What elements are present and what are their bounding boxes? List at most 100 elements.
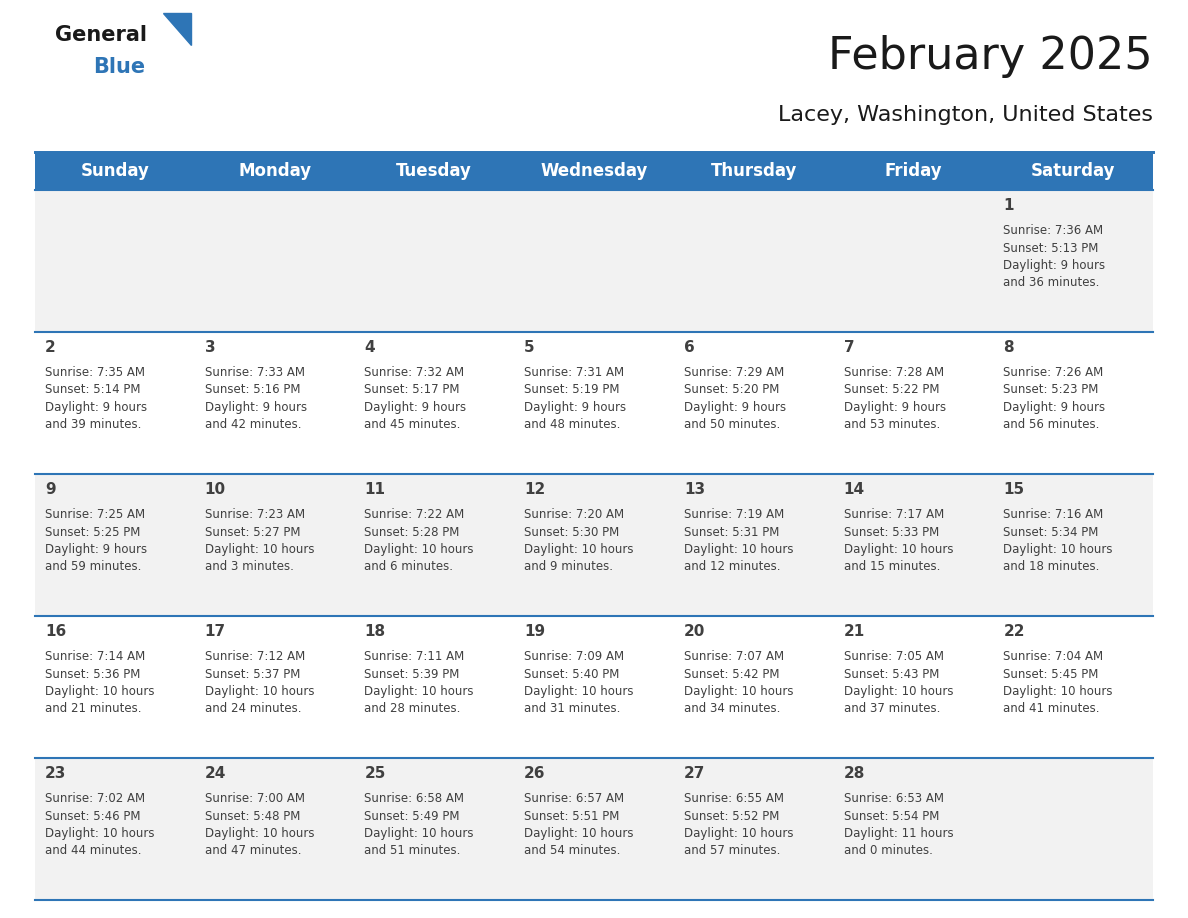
- Text: Sunrise: 7:20 AM: Sunrise: 7:20 AM: [524, 508, 624, 521]
- Text: and 3 minutes.: and 3 minutes.: [204, 561, 293, 574]
- Text: Sunrise: 7:07 AM: Sunrise: 7:07 AM: [684, 650, 784, 663]
- Text: and 44 minutes.: and 44 minutes.: [45, 845, 141, 857]
- Text: and 39 minutes.: and 39 minutes.: [45, 419, 141, 431]
- Text: Daylight: 10 hours: Daylight: 10 hours: [843, 685, 953, 698]
- Text: and 47 minutes.: and 47 minutes.: [204, 845, 302, 857]
- Text: Daylight: 10 hours: Daylight: 10 hours: [204, 827, 314, 840]
- Text: 16: 16: [45, 624, 67, 639]
- Text: 12: 12: [524, 482, 545, 497]
- Text: 17: 17: [204, 624, 226, 639]
- Polygon shape: [163, 13, 191, 45]
- Text: and 6 minutes.: and 6 minutes.: [365, 561, 454, 574]
- Text: Friday: Friday: [885, 162, 942, 180]
- Text: 21: 21: [843, 624, 865, 639]
- Text: Daylight: 10 hours: Daylight: 10 hours: [684, 827, 794, 840]
- Bar: [514, 152, 674, 190]
- Text: and 28 minutes.: and 28 minutes.: [365, 702, 461, 715]
- Text: Sunrise: 7:33 AM: Sunrise: 7:33 AM: [204, 366, 304, 379]
- Text: Daylight: 10 hours: Daylight: 10 hours: [365, 543, 474, 556]
- Text: Daylight: 9 hours: Daylight: 9 hours: [365, 401, 467, 414]
- Text: Daylight: 10 hours: Daylight: 10 hours: [204, 543, 314, 556]
- Text: 18: 18: [365, 624, 386, 639]
- Text: 25: 25: [365, 766, 386, 781]
- Text: Sunset: 5:31 PM: Sunset: 5:31 PM: [684, 525, 779, 539]
- Text: and 9 minutes.: and 9 minutes.: [524, 561, 613, 574]
- Text: and 42 minutes.: and 42 minutes.: [204, 419, 302, 431]
- Text: 26: 26: [524, 766, 545, 781]
- Text: Daylight: 9 hours: Daylight: 9 hours: [45, 401, 147, 414]
- Bar: [34, 190, 1154, 332]
- Text: and 0 minutes.: and 0 minutes.: [843, 845, 933, 857]
- Text: and 50 minutes.: and 50 minutes.: [684, 419, 781, 431]
- Text: Sunset: 5:51 PM: Sunset: 5:51 PM: [524, 810, 619, 823]
- Text: 4: 4: [365, 340, 375, 355]
- Text: Daylight: 10 hours: Daylight: 10 hours: [684, 685, 794, 698]
- Text: Sunset: 5:14 PM: Sunset: 5:14 PM: [45, 384, 140, 397]
- Text: 1: 1: [1004, 198, 1013, 213]
- Text: Sunrise: 7:09 AM: Sunrise: 7:09 AM: [524, 650, 624, 663]
- Text: Sunrise: 7:02 AM: Sunrise: 7:02 AM: [45, 792, 145, 805]
- Text: and 56 minutes.: and 56 minutes.: [1004, 419, 1100, 431]
- Text: Sunset: 5:45 PM: Sunset: 5:45 PM: [1004, 667, 1099, 680]
- Text: Sunset: 5:36 PM: Sunset: 5:36 PM: [45, 667, 140, 680]
- Text: Sunrise: 6:58 AM: Sunrise: 6:58 AM: [365, 792, 465, 805]
- Text: Sunrise: 7:32 AM: Sunrise: 7:32 AM: [365, 366, 465, 379]
- Text: 23: 23: [45, 766, 67, 781]
- Text: Sunset: 5:34 PM: Sunset: 5:34 PM: [1004, 525, 1099, 539]
- Text: Daylight: 9 hours: Daylight: 9 hours: [1004, 401, 1105, 414]
- Text: Daylight: 9 hours: Daylight: 9 hours: [843, 401, 946, 414]
- Text: 5: 5: [524, 340, 535, 355]
- Text: and 48 minutes.: and 48 minutes.: [524, 419, 620, 431]
- Text: Sunrise: 7:12 AM: Sunrise: 7:12 AM: [204, 650, 305, 663]
- Text: Daylight: 10 hours: Daylight: 10 hours: [45, 685, 154, 698]
- Text: 6: 6: [684, 340, 695, 355]
- Text: Sunday: Sunday: [81, 162, 150, 180]
- Bar: [34, 616, 1154, 758]
- Bar: [34, 758, 1154, 900]
- Text: Sunset: 5:40 PM: Sunset: 5:40 PM: [524, 667, 619, 680]
- Bar: [674, 152, 834, 190]
- Text: Daylight: 11 hours: Daylight: 11 hours: [843, 827, 953, 840]
- Text: and 45 minutes.: and 45 minutes.: [365, 419, 461, 431]
- Text: Sunset: 5:28 PM: Sunset: 5:28 PM: [365, 525, 460, 539]
- Text: Sunrise: 7:04 AM: Sunrise: 7:04 AM: [1004, 650, 1104, 663]
- Text: Sunrise: 7:26 AM: Sunrise: 7:26 AM: [1004, 366, 1104, 379]
- Text: Sunset: 5:39 PM: Sunset: 5:39 PM: [365, 667, 460, 680]
- Text: Sunset: 5:42 PM: Sunset: 5:42 PM: [684, 667, 779, 680]
- Text: and 59 minutes.: and 59 minutes.: [45, 561, 141, 574]
- Text: Sunset: 5:22 PM: Sunset: 5:22 PM: [843, 384, 939, 397]
- Text: Daylight: 10 hours: Daylight: 10 hours: [365, 685, 474, 698]
- Bar: [34, 332, 1154, 474]
- Text: Sunrise: 7:35 AM: Sunrise: 7:35 AM: [45, 366, 145, 379]
- Text: February 2025: February 2025: [828, 35, 1154, 78]
- Text: Sunrise: 7:14 AM: Sunrise: 7:14 AM: [45, 650, 145, 663]
- Bar: [834, 152, 993, 190]
- Text: Daylight: 10 hours: Daylight: 10 hours: [45, 827, 154, 840]
- Text: Sunset: 5:13 PM: Sunset: 5:13 PM: [1004, 241, 1099, 254]
- Text: Sunset: 5:30 PM: Sunset: 5:30 PM: [524, 525, 619, 539]
- Text: and 53 minutes.: and 53 minutes.: [843, 419, 940, 431]
- Text: Sunset: 5:27 PM: Sunset: 5:27 PM: [204, 525, 301, 539]
- Text: Sunrise: 7:28 AM: Sunrise: 7:28 AM: [843, 366, 943, 379]
- Text: and 57 minutes.: and 57 minutes.: [684, 845, 781, 857]
- Text: 22: 22: [1004, 624, 1025, 639]
- Text: Daylight: 10 hours: Daylight: 10 hours: [524, 685, 633, 698]
- Text: and 31 minutes.: and 31 minutes.: [524, 702, 620, 715]
- Text: Sunrise: 7:17 AM: Sunrise: 7:17 AM: [843, 508, 943, 521]
- Text: 7: 7: [843, 340, 854, 355]
- Text: 27: 27: [684, 766, 706, 781]
- Text: Thursday: Thursday: [710, 162, 797, 180]
- Text: and 54 minutes.: and 54 minutes.: [524, 845, 620, 857]
- Text: Sunrise: 6:57 AM: Sunrise: 6:57 AM: [524, 792, 624, 805]
- Text: Saturday: Saturday: [1031, 162, 1116, 180]
- Text: Sunrise: 6:53 AM: Sunrise: 6:53 AM: [843, 792, 943, 805]
- Text: Sunset: 5:17 PM: Sunset: 5:17 PM: [365, 384, 460, 397]
- Text: 28: 28: [843, 766, 865, 781]
- Text: Sunrise: 7:16 AM: Sunrise: 7:16 AM: [1004, 508, 1104, 521]
- Text: and 21 minutes.: and 21 minutes.: [45, 702, 141, 715]
- Bar: [34, 152, 195, 190]
- Text: Sunrise: 7:36 AM: Sunrise: 7:36 AM: [1004, 224, 1104, 237]
- Text: and 24 minutes.: and 24 minutes.: [204, 702, 302, 715]
- Text: Wednesday: Wednesday: [541, 162, 647, 180]
- Text: and 51 minutes.: and 51 minutes.: [365, 845, 461, 857]
